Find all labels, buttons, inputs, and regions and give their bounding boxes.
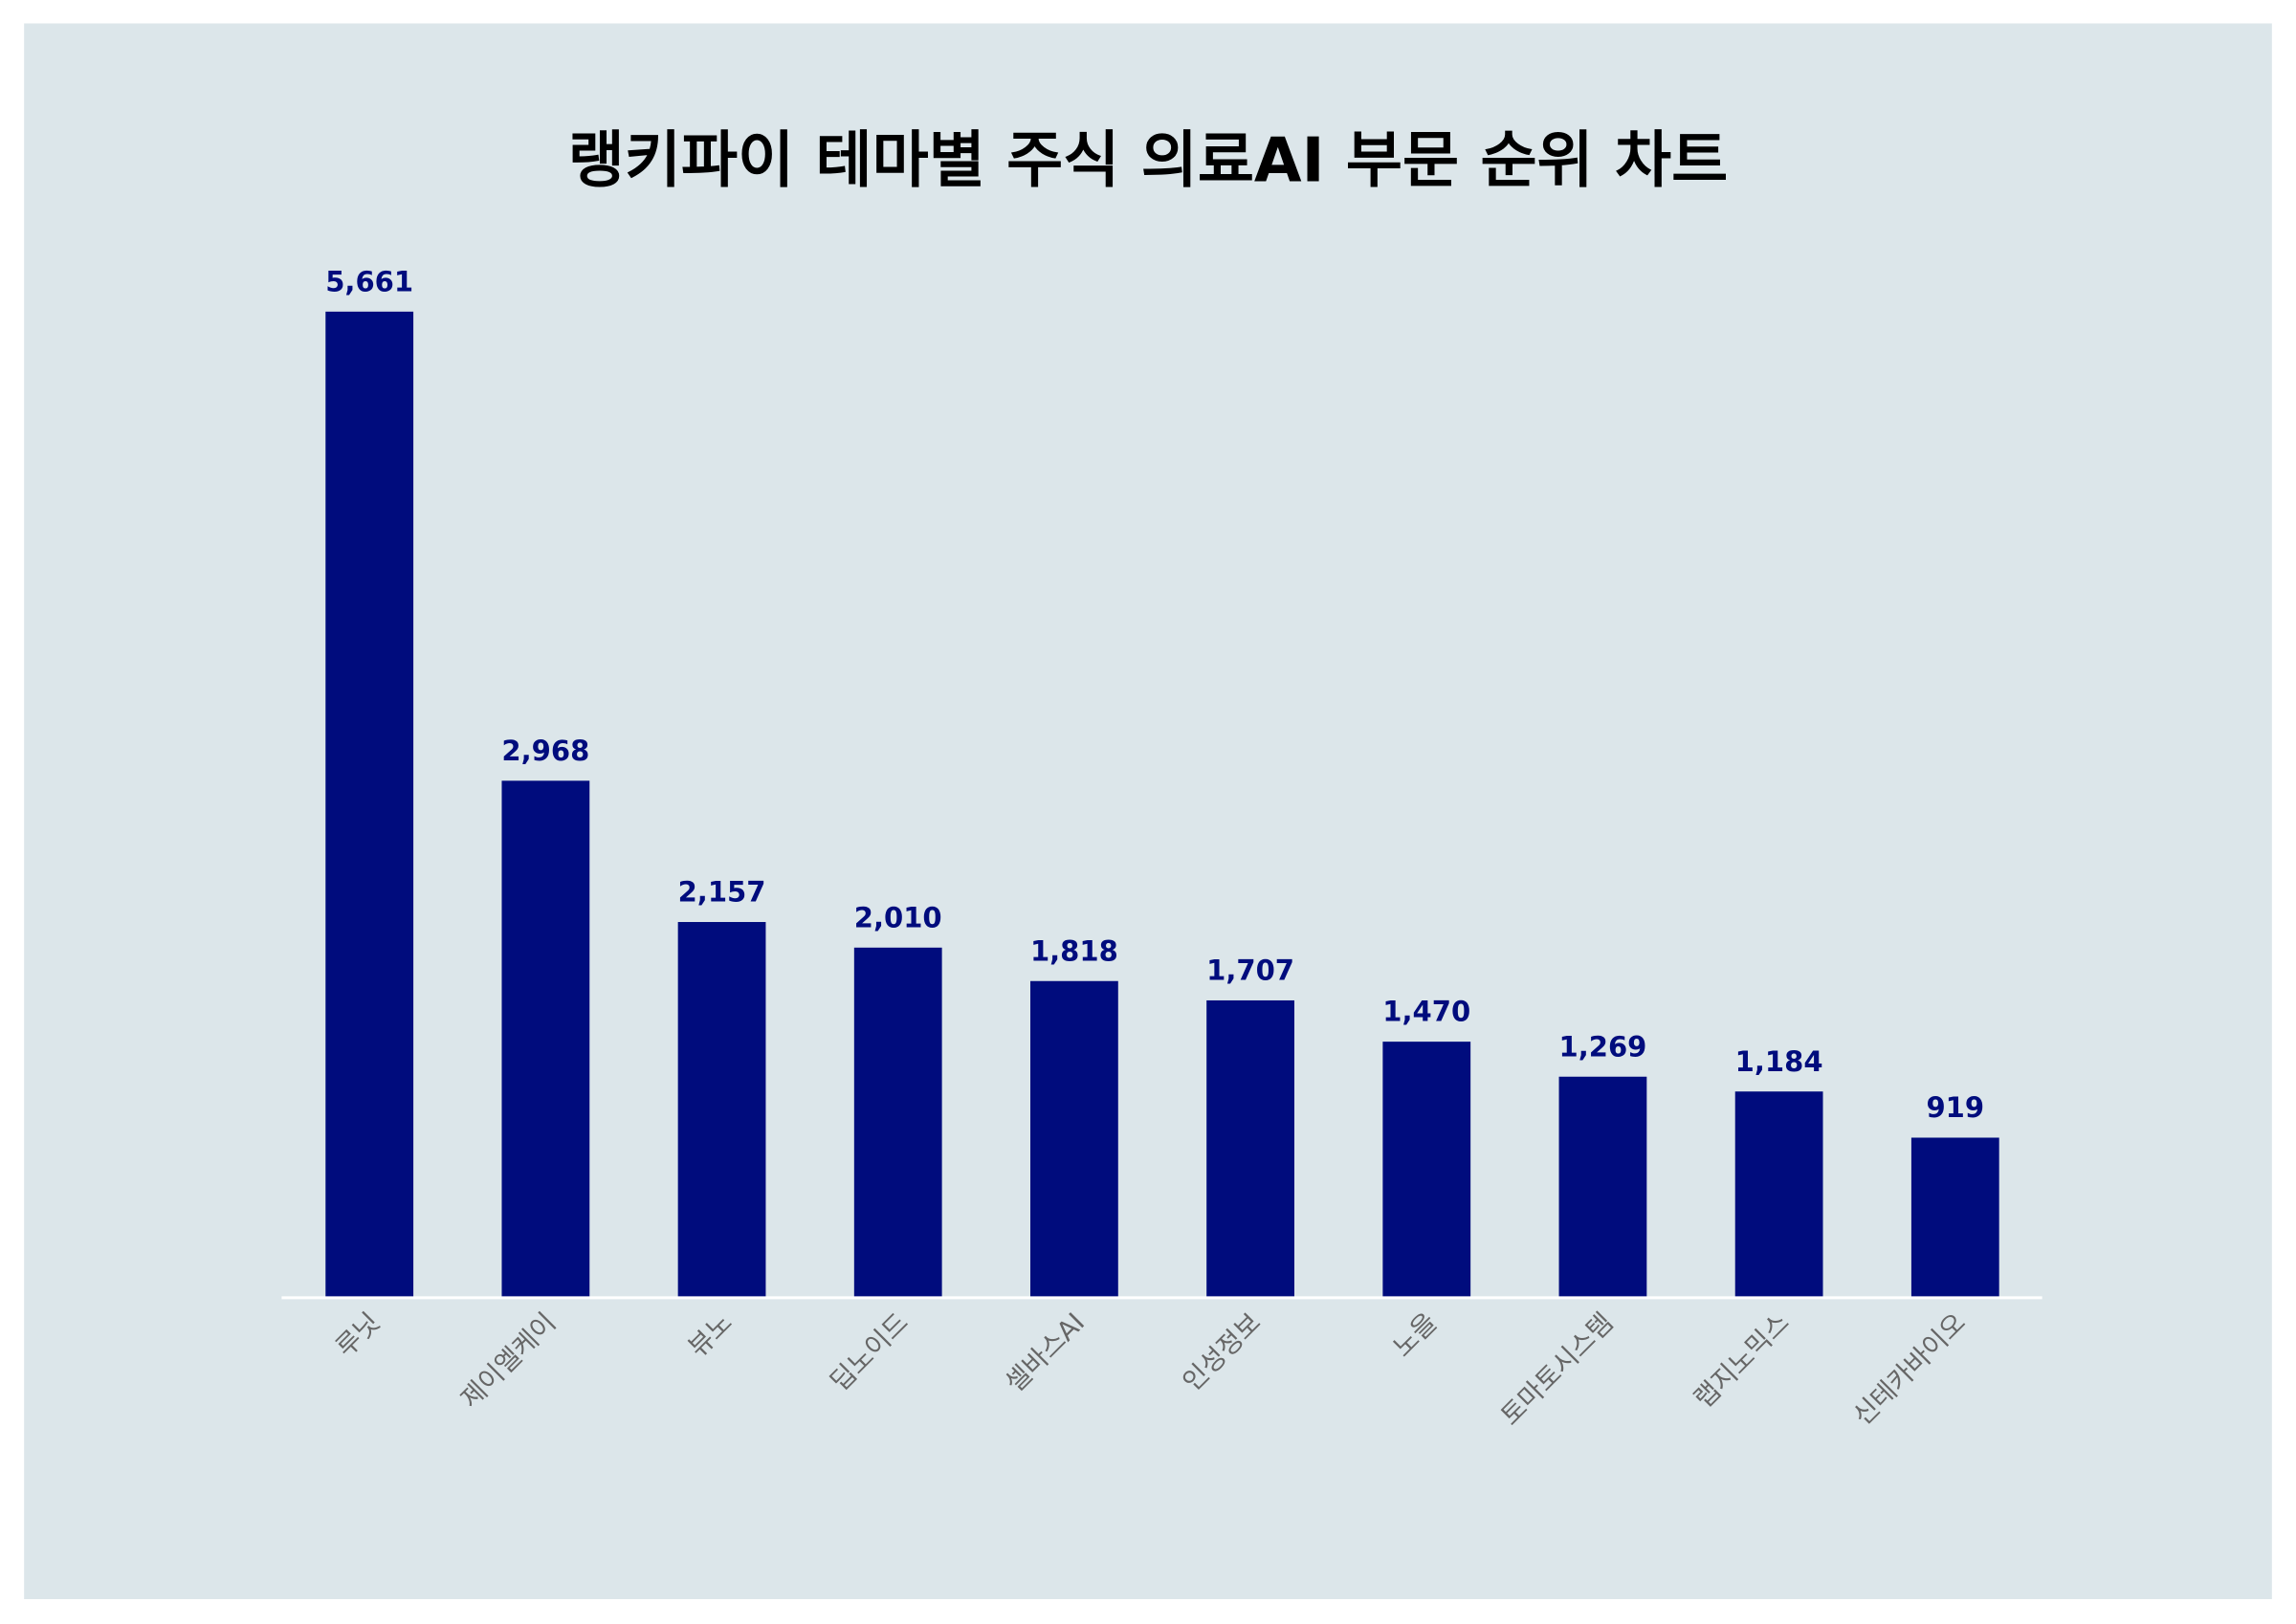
value-label: 2,010: [854, 901, 942, 933]
bar: [1206, 999, 1294, 1298]
value-label: 1,818: [1030, 934, 1118, 967]
bar: [1734, 1091, 1823, 1298]
bar: [853, 947, 942, 1298]
bar: [501, 780, 590, 1298]
bar: [677, 922, 766, 1298]
bar: [1558, 1076, 1647, 1298]
value-label: 1,269: [1558, 1030, 1646, 1063]
bar: [1910, 1137, 1999, 1298]
bar: [1030, 980, 1118, 1298]
bar: [1382, 1042, 1471, 1298]
chart-title: 랭키파이 테마별 주식 의료AI 부문 순위 차트: [568, 125, 1728, 197]
bar: [325, 311, 414, 1298]
value-label: 1,707: [1206, 955, 1294, 987]
value-label: 2,157: [678, 876, 766, 909]
value-label: 919: [1926, 1091, 1984, 1124]
value-label: 1,470: [1382, 996, 1470, 1028]
value-label: 2,968: [501, 735, 589, 767]
value-label: 1,184: [1735, 1045, 1823, 1078]
value-label: 5,661: [325, 265, 413, 297]
